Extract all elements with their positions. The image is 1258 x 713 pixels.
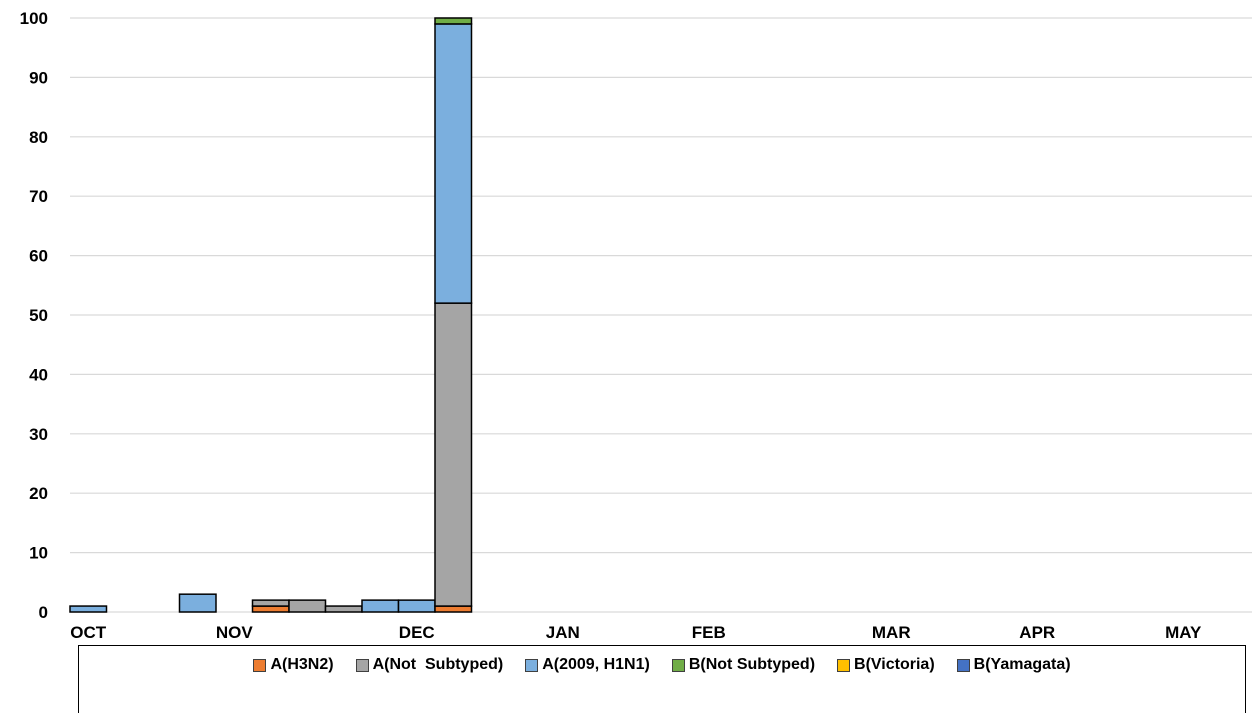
legend-label: B(Yamagata) — [973, 656, 1071, 673]
y-tick-label: 30 — [29, 425, 48, 444]
legend: A(H3N2) A(Not Subtyped) A(2009, H1N1) B(Not… — [78, 645, 1246, 713]
legend-swatch — [355, 658, 369, 672]
x-tick-label: APR — [1019, 623, 1055, 642]
legend-label: A(2009, H1N1) — [542, 656, 650, 673]
legend-items: A(H3N2) A(Not Subtyped) A(2009, H1N1) B(Not… — [79, 656, 1245, 674]
legend-swatch — [956, 658, 970, 672]
legend-entry: A(Not Subtyped) — [355, 656, 504, 674]
bar-segment — [434, 605, 473, 613]
x-tick-label: MAY — [1165, 623, 1202, 642]
bar-segment — [397, 599, 436, 613]
legend-swatch — [671, 658, 685, 672]
legend-entry: B(Yamagata) — [956, 656, 1071, 674]
bar-segment — [434, 17, 473, 25]
legend-swatch — [253, 658, 267, 672]
x-tick-label: JAN — [546, 623, 580, 642]
y-tick-label: 50 — [29, 306, 48, 325]
x-tick-label: DEC — [399, 623, 435, 642]
bar-segment — [324, 605, 363, 613]
y-tick-label: 40 — [29, 365, 48, 384]
bar-segment — [251, 599, 290, 607]
y-tick-label: 70 — [29, 187, 48, 206]
y-tick-label: 10 — [29, 544, 48, 563]
bar-segment — [69, 605, 108, 613]
y-tick-label: 100 — [20, 9, 48, 28]
gridlines — [70, 17, 1252, 613]
y-tick-label: 60 — [29, 247, 48, 266]
bar-segment — [178, 593, 217, 613]
bar-segment — [251, 605, 290, 613]
bar-segment — [361, 599, 400, 613]
x-tick-label: NOV — [216, 623, 254, 642]
legend-label: A(Not Subtyped) — [372, 656, 504, 673]
stacked-bar-chart: 0 10 20 30 40 50 60 70 80 90 100 OCT NOV DEC JAN FEB MA… — [20, 9, 1252, 642]
legend-label: B(Not Subtyped) — [688, 656, 816, 673]
legend-entry: B(Not Subtyped) — [671, 656, 816, 674]
x-tick-label: MAR — [872, 623, 911, 642]
y-tick-label: 90 — [29, 68, 48, 87]
legend-swatch — [837, 658, 851, 672]
bar-segment — [434, 23, 473, 304]
legend-entry: A(2009, H1N1) — [525, 656, 650, 674]
x-tick-label: OCT — [70, 623, 107, 642]
legend-label: B(Victoria) — [854, 656, 935, 673]
x-axis-month-labels: OCT NOV DEC JAN FEB MAR APR MAY — [70, 623, 1202, 642]
bar-segment — [434, 302, 473, 607]
legend-entry: B(Victoria) — [837, 656, 935, 674]
y-axis-ticks: 0 10 20 30 40 50 60 70 80 90 100 — [20, 9, 48, 622]
legend-entry: A(H3N2) — [253, 656, 334, 674]
legend-swatch — [525, 658, 539, 672]
bars — [69, 17, 473, 613]
y-tick-label: 80 — [29, 128, 48, 147]
y-tick-label: 20 — [29, 484, 48, 503]
x-tick-label: FEB — [692, 623, 726, 642]
legend-label: A(H3N2) — [270, 656, 334, 673]
y-tick-label: 0 — [39, 603, 48, 622]
bar-segment — [288, 599, 327, 613]
